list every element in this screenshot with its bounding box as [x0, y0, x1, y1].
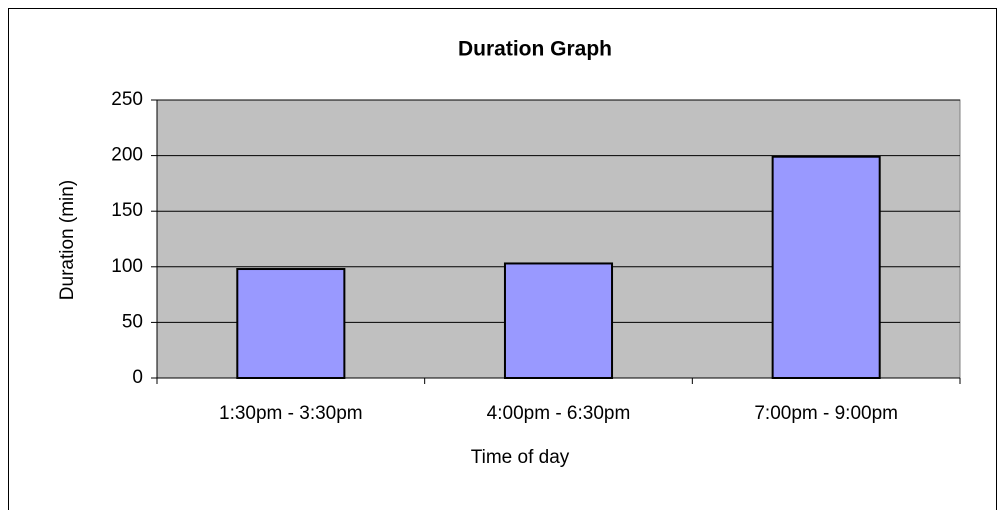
x-tick-label: 1:30pm - 3:30pm: [219, 403, 363, 424]
y-axis-title: Duration (min): [57, 180, 78, 300]
x-axis-title: Time of day: [471, 447, 570, 468]
bar: [503, 262, 614, 379]
y-tick-label: 200: [111, 145, 143, 166]
x-tick-label: 7:00pm - 9:00pm: [754, 403, 898, 424]
y-tick-label: 250: [111, 89, 143, 110]
y-tick-label: 50: [122, 311, 143, 332]
bar: [236, 268, 346, 379]
y-tick-label: 0: [132, 367, 143, 388]
chart-title: Duration Graph: [458, 38, 612, 61]
x-tick-label: 4:00pm - 6:30pm: [487, 403, 631, 424]
bar: [771, 155, 881, 379]
y-tick-label: 100: [111, 256, 143, 277]
y-tick-label: 150: [111, 200, 143, 221]
